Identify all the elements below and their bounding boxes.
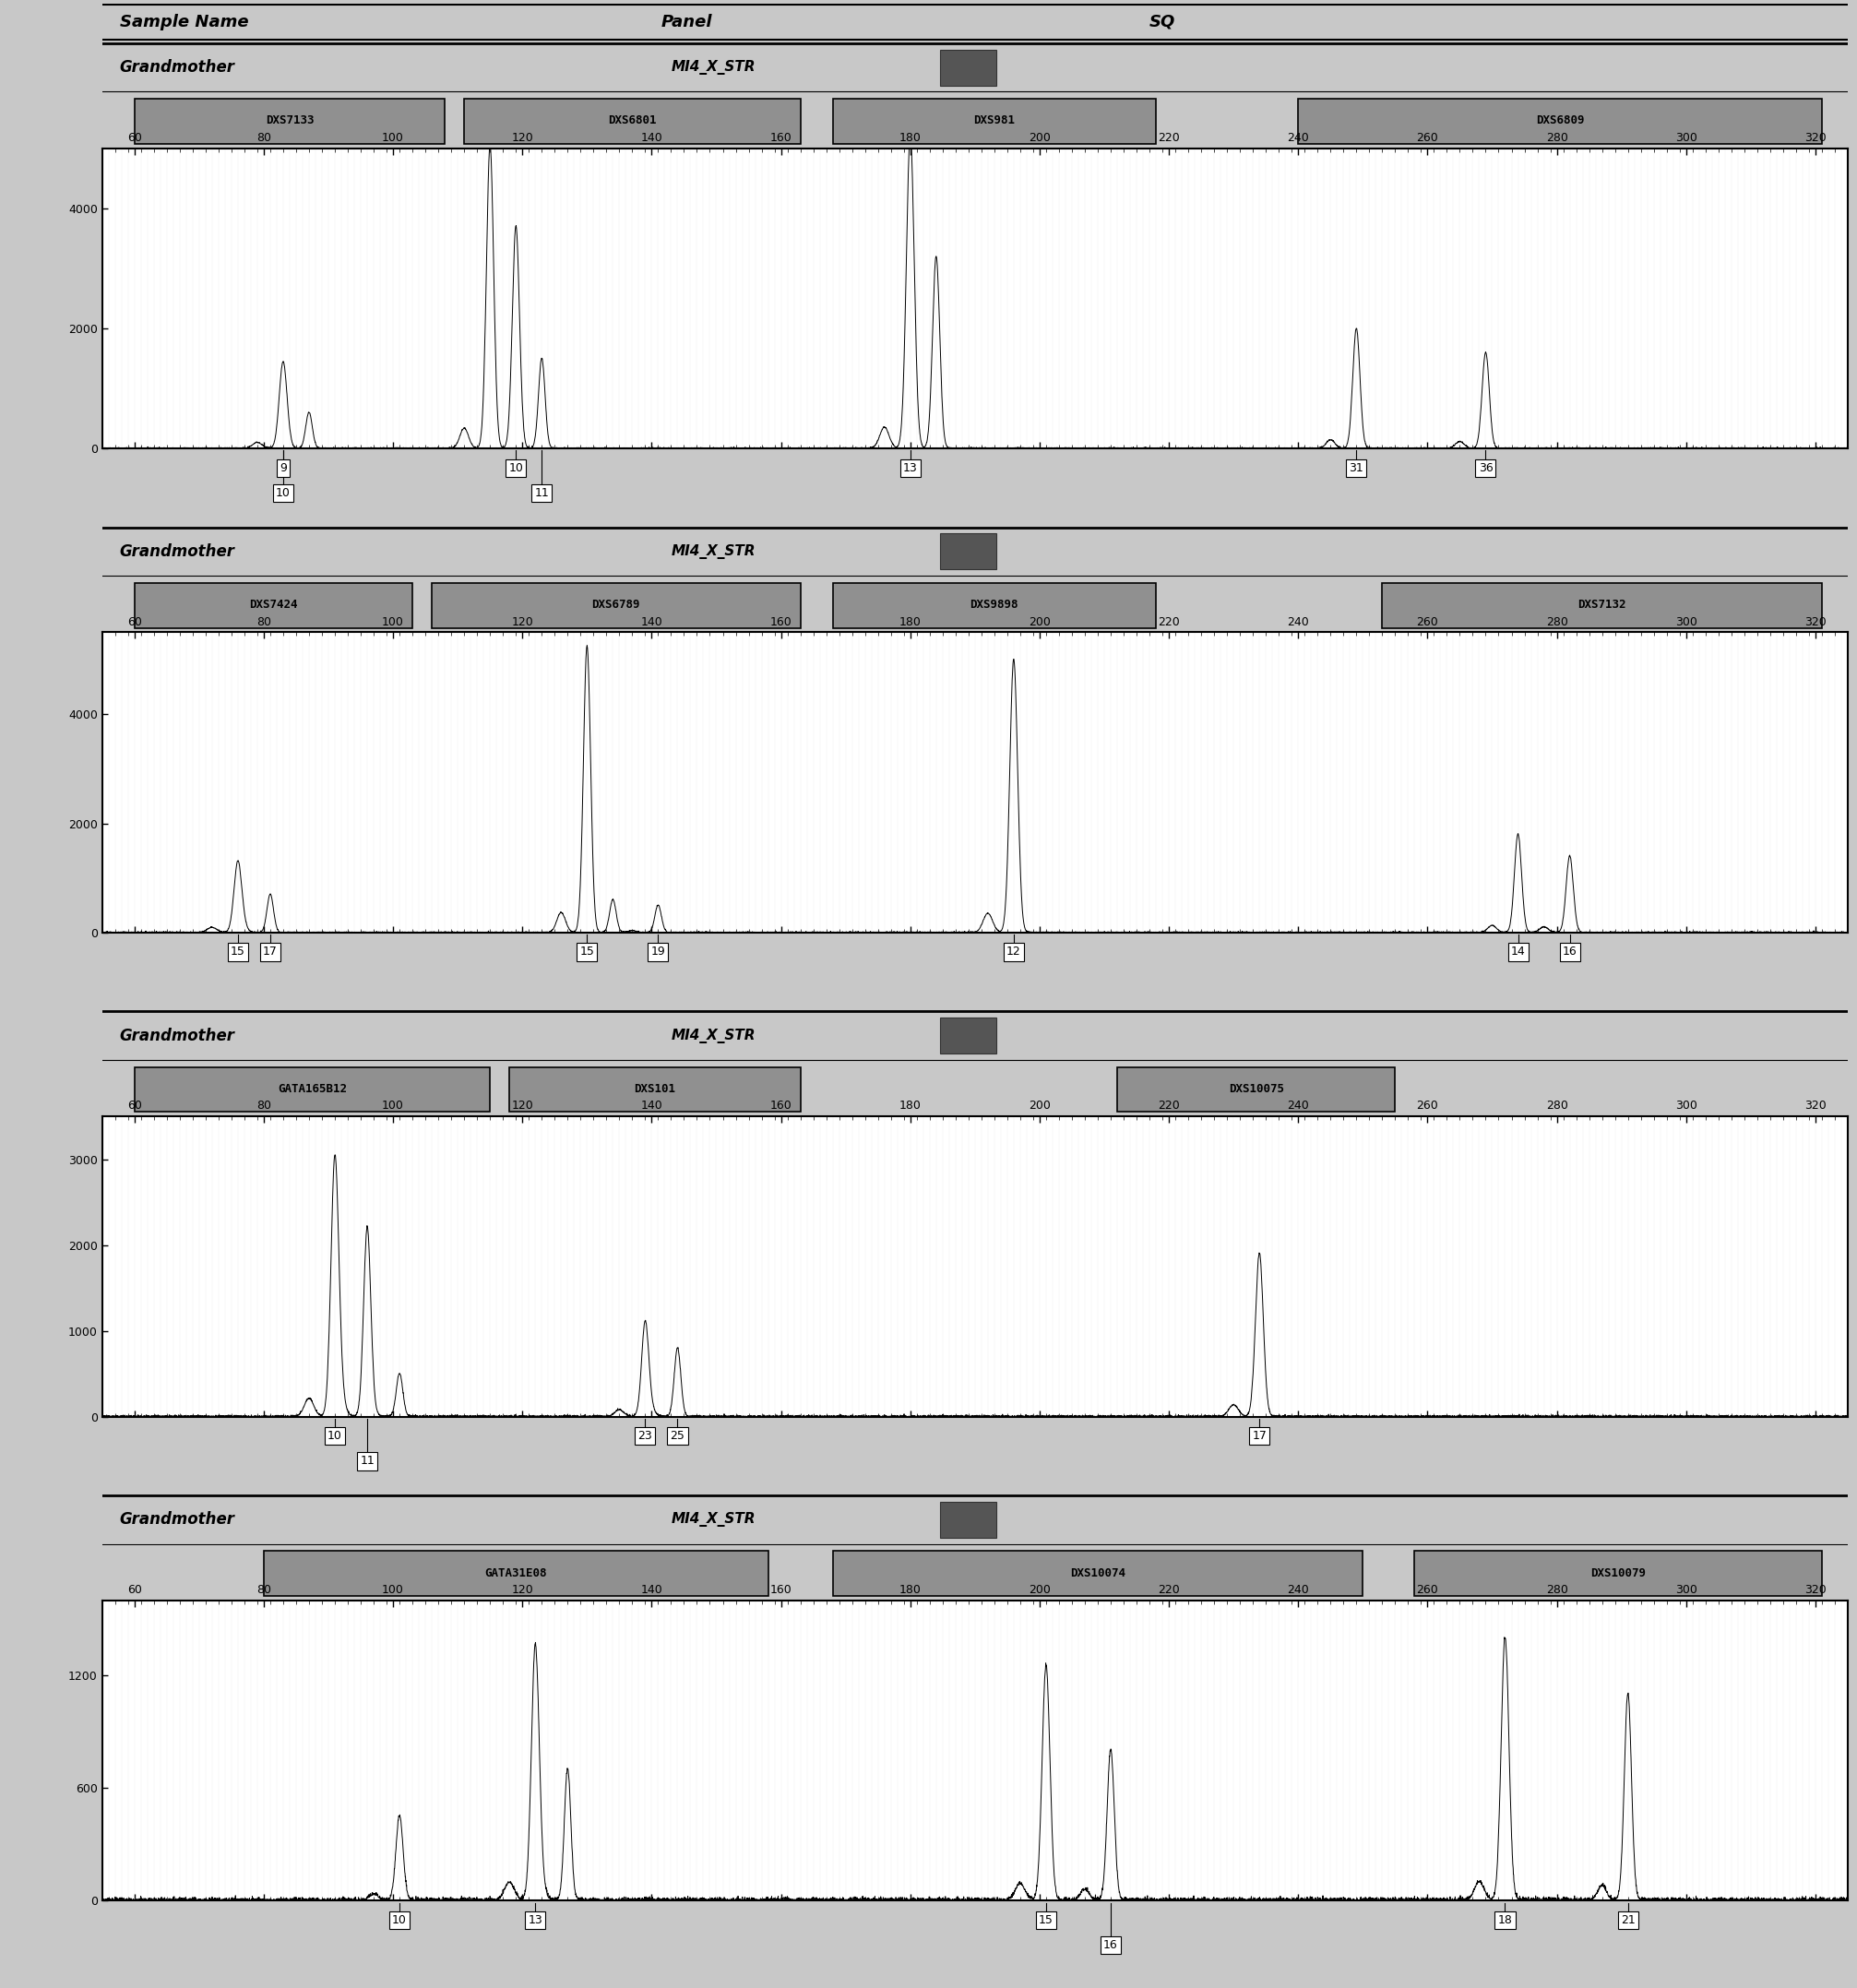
Text: Grandmother: Grandmother <box>119 1511 234 1529</box>
Text: MI4_X_STR: MI4_X_STR <box>670 1028 756 1044</box>
Text: DXS10074: DXS10074 <box>1070 1567 1125 1578</box>
Text: DXS981: DXS981 <box>973 115 1016 127</box>
Text: 14: 14 <box>1512 946 1525 958</box>
Bar <box>832 582 1155 628</box>
Text: DXS10079: DXS10079 <box>1591 1567 1645 1578</box>
Text: 10: 10 <box>509 461 524 473</box>
Text: 15: 15 <box>579 946 594 958</box>
Text: 11: 11 <box>360 1455 375 1467</box>
Text: DXS6809: DXS6809 <box>1536 115 1584 127</box>
Text: 21: 21 <box>1621 1914 1636 1926</box>
Text: 9: 9 <box>280 461 286 473</box>
Text: SQ: SQ <box>1149 14 1175 30</box>
Text: DXS7424: DXS7424 <box>249 598 297 610</box>
Text: 15: 15 <box>230 946 245 958</box>
Text: MI4_X_STR: MI4_X_STR <box>670 1513 756 1527</box>
Text: MI4_X_STR: MI4_X_STR <box>670 60 756 76</box>
Text: 36: 36 <box>1478 461 1493 473</box>
Bar <box>264 1551 769 1596</box>
Text: GATA31E08: GATA31E08 <box>485 1567 548 1578</box>
Bar <box>134 1068 490 1111</box>
Text: Sample Name: Sample Name <box>119 14 249 30</box>
Text: 31: 31 <box>1348 461 1363 473</box>
Bar <box>433 582 800 628</box>
Text: GATA165B12: GATA165B12 <box>279 1083 347 1095</box>
Bar <box>940 1018 995 1054</box>
Text: Panel: Panel <box>661 14 711 30</box>
Text: 15: 15 <box>1038 1914 1053 1926</box>
Text: Grandmother: Grandmother <box>119 1028 234 1044</box>
Text: DXS7133: DXS7133 <box>266 115 314 127</box>
Text: DXS10075: DXS10075 <box>1229 1083 1283 1095</box>
Text: 25: 25 <box>670 1429 685 1441</box>
Text: 17: 17 <box>1252 1429 1266 1441</box>
Bar <box>1298 99 1822 143</box>
Text: 13: 13 <box>903 461 917 473</box>
Text: 19: 19 <box>650 946 665 958</box>
Bar <box>940 533 995 571</box>
Bar <box>1415 1551 1822 1596</box>
Text: 12: 12 <box>1006 946 1021 958</box>
Bar <box>940 1501 995 1539</box>
Text: DXS7132: DXS7132 <box>1578 598 1627 610</box>
Bar <box>464 99 800 143</box>
Bar <box>1382 582 1822 628</box>
Text: 23: 23 <box>639 1429 652 1441</box>
Bar <box>134 582 412 628</box>
Text: Grandmother: Grandmother <box>119 543 234 561</box>
Bar <box>832 1551 1363 1596</box>
Bar <box>940 50 995 85</box>
Text: 10: 10 <box>392 1914 407 1926</box>
Bar <box>134 99 446 143</box>
Text: DXS9898: DXS9898 <box>969 598 1018 610</box>
Text: 16: 16 <box>1562 946 1577 958</box>
Bar <box>1118 1068 1395 1111</box>
Text: DXS6801: DXS6801 <box>607 115 657 127</box>
Text: 13: 13 <box>527 1914 542 1926</box>
Text: DXS6789: DXS6789 <box>592 598 641 610</box>
Text: 11: 11 <box>535 487 550 499</box>
Text: 18: 18 <box>1499 1914 1512 1926</box>
Text: 10: 10 <box>327 1429 342 1441</box>
Text: 17: 17 <box>264 946 277 958</box>
Text: DXS101: DXS101 <box>633 1083 676 1095</box>
Text: MI4_X_STR: MI4_X_STR <box>670 545 756 559</box>
Text: Grandmother: Grandmother <box>119 60 234 76</box>
Bar <box>509 1068 800 1111</box>
Text: 16: 16 <box>1103 1938 1118 1952</box>
Bar <box>832 99 1155 143</box>
Text: 10: 10 <box>277 487 290 499</box>
